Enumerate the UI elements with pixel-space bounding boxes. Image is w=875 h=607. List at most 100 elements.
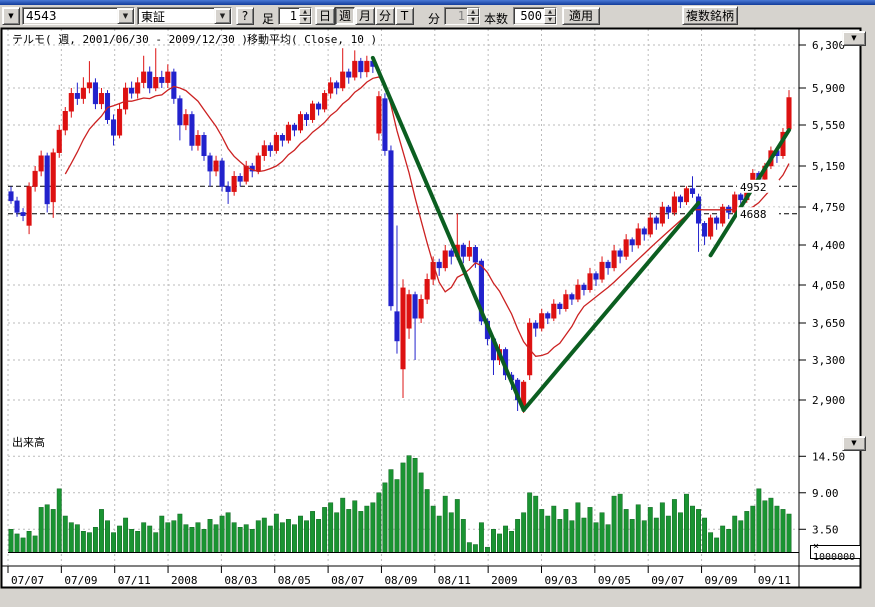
volume-bar <box>581 517 587 553</box>
candle-body <box>189 114 195 146</box>
volume-bar <box>298 515 303 553</box>
price-axis-label: 6,300 <box>812 39 845 52</box>
volume-bar <box>346 509 352 553</box>
volume-bar <box>472 544 478 553</box>
candle-body <box>400 287 406 370</box>
candle-body <box>551 303 557 319</box>
candle-body <box>340 71 346 89</box>
candle-body <box>86 82 92 89</box>
price-axis-label: 4,750 <box>812 201 845 214</box>
minute-stepper: ▲ ▼ <box>444 7 480 25</box>
volume-bar <box>80 531 86 553</box>
volume-bar <box>460 519 466 553</box>
volume-bar <box>376 492 382 553</box>
exchange-combobox[interactable]: ▼ <box>137 7 232 25</box>
volume-panel-menu-button[interactable]: ▼ <box>842 436 866 451</box>
candle-body <box>237 176 243 182</box>
volume-bar <box>183 524 189 553</box>
candle-body <box>110 119 117 136</box>
history-dropdown-button[interactable]: ▼ <box>2 7 20 25</box>
volume-bar <box>273 513 279 553</box>
price-panel-menu-button[interactable]: ▼ <box>842 31 866 46</box>
candle-body <box>129 87 135 94</box>
bar-interval-input[interactable] <box>279 8 299 24</box>
candle-body <box>231 176 237 192</box>
volume-bar <box>26 531 32 553</box>
volume-bar <box>617 493 623 553</box>
candle-body <box>689 188 696 194</box>
volume-bar <box>744 511 750 553</box>
spin-up-icon[interactable]: ▲ <box>299 8 311 16</box>
volume-bar <box>726 529 732 553</box>
volume-bar <box>117 525 123 553</box>
chevron-down-icon: ▼ <box>851 439 857 447</box>
chevron-down-icon[interactable]: ▼ <box>214 8 231 24</box>
volume-axis-label: 9.00 <box>812 487 839 500</box>
volume-bar <box>677 512 683 553</box>
candle-body <box>62 111 68 131</box>
chevron-down-icon: ▼ <box>851 34 857 42</box>
spinner-buttons[interactable]: ▲ ▼ <box>299 8 311 24</box>
bar-count-stepper[interactable]: ▲ ▼ <box>513 7 557 25</box>
stock-code-combobox[interactable]: ▼ <box>22 7 135 25</box>
volume-bar <box>575 502 581 553</box>
volume-bar <box>129 529 135 553</box>
candle-body <box>98 93 105 105</box>
x-axis-tick-label: 09/11 <box>758 574 791 587</box>
volume-bar <box>105 520 110 553</box>
volume-bar <box>165 522 171 553</box>
spinner-buttons[interactable]: ▲ ▼ <box>544 8 556 24</box>
volume-bar <box>786 513 792 553</box>
candle-body <box>478 260 484 322</box>
candle-body <box>20 212 26 216</box>
period-button-daily[interactable]: 日 <box>315 7 335 25</box>
candle-body <box>581 284 587 290</box>
candle-body <box>56 129 62 153</box>
trendline <box>521 200 701 412</box>
period-button-tick[interactable]: T <box>395 7 414 25</box>
volume-bar <box>20 537 26 553</box>
x-axis-tick-label: 2009 <box>491 574 518 587</box>
apply-button[interactable]: 適用 <box>562 7 600 25</box>
period-button-weekly[interactable]: 週 <box>335 7 355 25</box>
chevron-down-icon[interactable]: ▼ <box>117 8 134 24</box>
volume-bar <box>147 525 153 553</box>
spin-down-icon[interactable]: ▼ <box>299 16 311 24</box>
price-axis-label: 5,550 <box>812 119 845 132</box>
bar-interval-stepper[interactable]: ▲ ▼ <box>278 7 312 25</box>
candle-body <box>334 82 340 89</box>
volume-bar <box>189 527 195 553</box>
volume-bar <box>237 527 243 553</box>
volume-axis-label: 14.50 <box>812 450 845 463</box>
volume-bar <box>756 488 762 553</box>
bar-count-input[interactable] <box>514 8 544 24</box>
volume-bar <box>527 492 533 553</box>
spin-down-icon[interactable]: ▼ <box>544 16 556 24</box>
volume-bar <box>593 522 599 553</box>
candle-body <box>714 217 720 224</box>
period-button-minute[interactable]: 分 <box>375 7 395 25</box>
candle-body <box>38 155 44 172</box>
volume-multiplier-box: × 1000000 <box>810 541 861 563</box>
candle-body <box>225 186 231 192</box>
candle-body <box>267 145 273 151</box>
exchange-input[interactable] <box>138 8 214 24</box>
stock-code-input[interactable] <box>23 8 117 24</box>
volume-bar <box>454 499 460 553</box>
volume-panel-label: 出来高 <box>12 436 45 449</box>
candle-body <box>80 87 86 99</box>
candle-body <box>92 82 98 105</box>
candle-body <box>297 114 304 131</box>
candle-body <box>322 93 328 110</box>
candle-body <box>635 228 641 246</box>
price-axis-label: 2,900 <box>812 394 845 407</box>
multi-symbol-button[interactable]: 複数銘柄 <box>682 6 738 25</box>
volume-bar <box>732 515 738 553</box>
candle-body <box>8 191 14 202</box>
period-button-monthly[interactable]: 月 <box>355 7 375 25</box>
candle-body <box>599 261 605 280</box>
help-button[interactable]: ? <box>236 7 254 25</box>
volume-bar <box>659 502 665 553</box>
spin-up-icon[interactable]: ▲ <box>544 8 556 16</box>
